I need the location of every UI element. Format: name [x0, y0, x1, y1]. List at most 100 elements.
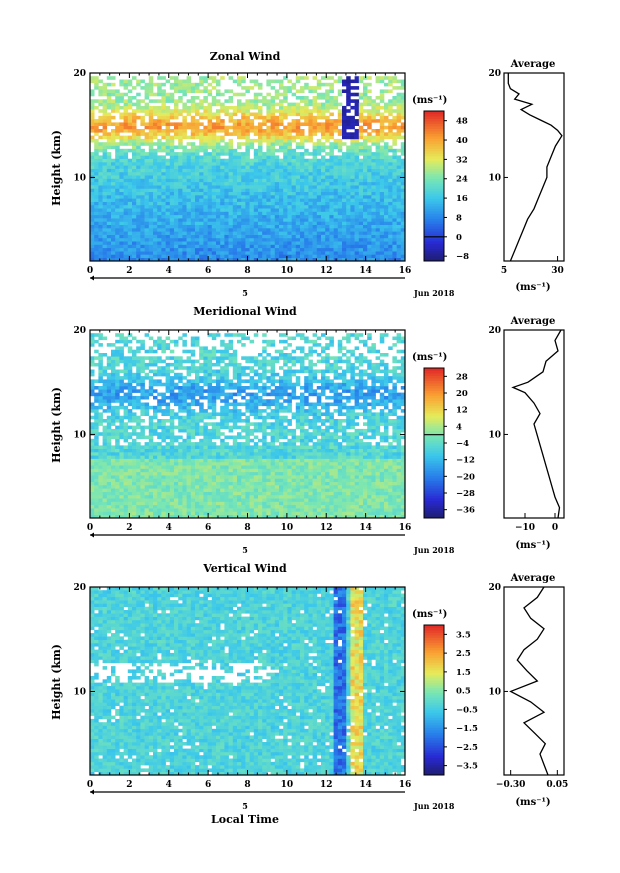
colorbar-segment: [424, 762, 444, 766]
colorbar-segment: [424, 710, 444, 713]
x-tick-label: 8: [244, 266, 250, 276]
colorbar-segment: [424, 755, 444, 758]
profile-x-label: (ms⁻¹): [515, 282, 550, 293]
y-axis-label: Height (km): [50, 130, 63, 206]
colorbar-segment: [424, 772, 444, 776]
colorbar-segment: [424, 178, 444, 182]
profile-x-tick-label: 0: [552, 523, 558, 533]
y-axis-label: Height (km): [50, 387, 63, 463]
colorbar-tick-label: 48: [456, 117, 468, 127]
profile-frame: [503, 72, 565, 262]
profile-line: [509, 586, 549, 776]
colorbar-segment: [424, 672, 444, 676]
colorbar-segment: [424, 498, 444, 501]
colorbar-segment: [424, 221, 444, 224]
colorbar-segment: [424, 253, 444, 257]
colorbar-segment: [424, 642, 444, 646]
colorbar-segment: [424, 692, 444, 696]
colorbar-segment: [424, 765, 444, 768]
colorbar-segment: [424, 473, 444, 476]
colorbar-segment: [424, 707, 444, 711]
colorbar-segment: [424, 680, 444, 683]
x-tick-label: 10: [281, 523, 294, 533]
colorbar-segment: [424, 500, 444, 504]
profile-y-tick-label: 20: [488, 326, 501, 336]
colorbar-segment: [424, 670, 444, 673]
x-tick-label: 12: [320, 780, 333, 790]
colorbar-segment: [424, 193, 444, 197]
colorbar-segment: [424, 705, 444, 708]
profile-x-tick-label: 5: [501, 266, 507, 276]
colorbar-segment: [424, 448, 444, 451]
colorbar-segment: [424, 418, 444, 421]
x-tick-label: 0: [87, 266, 93, 276]
colorbar-segment: [424, 153, 444, 157]
colorbar-segment: [424, 660, 444, 663]
colorbar-segment: [424, 700, 444, 703]
colorbar-segment: [424, 435, 444, 439]
x-tick-label: 6: [205, 780, 211, 790]
panel-vertical-wind: Vertical Wind Height (km) (ms⁻¹) 5 Jun 2…: [50, 562, 568, 811]
colorbar-segment: [424, 428, 444, 431]
colorbar-segment: [424, 241, 444, 244]
colorbar-segment: [424, 201, 444, 204]
x-tick-label: 16: [399, 780, 412, 790]
colorbar-segment: [424, 216, 444, 219]
date-label: Jun 2018: [413, 545, 455, 555]
colorbar-tick-label: −28: [456, 489, 475, 499]
panel-title: Zonal Wind: [210, 50, 281, 63]
colorbar-segment: [424, 143, 444, 147]
colorbar-segment: [424, 395, 444, 399]
colorbar-tick-label: −4: [456, 439, 469, 449]
x-tick-label: 4: [166, 266, 172, 276]
colorbar-segment: [424, 465, 444, 469]
x-tick-label: 2: [126, 523, 132, 533]
colorbar-segment: [424, 747, 444, 751]
colorbar-segment: [424, 248, 444, 252]
colorbar-segment: [424, 453, 444, 456]
colorbar-segment: [424, 438, 444, 441]
colorbar-segment: [424, 635, 444, 638]
date-label: Jun 2018: [413, 288, 455, 298]
colorbar-segment: [424, 385, 444, 389]
colorbar-segment: [424, 508, 444, 511]
colorbar-segment: [424, 400, 444, 404]
colorbar-segment: [424, 485, 444, 489]
colorbar-tick-label: 16: [456, 194, 468, 204]
colorbar-tick-label: −0.5: [456, 705, 478, 715]
colorbar-segment: [424, 410, 444, 414]
x-tick-label: 2: [126, 780, 132, 790]
colorbar-segment: [424, 233, 444, 237]
date-line-arrow: [90, 532, 94, 538]
colorbar-segment: [424, 722, 444, 726]
colorbar-segment: [424, 368, 444, 371]
colorbar-segment: [424, 483, 444, 486]
date-marker: 5: [242, 801, 248, 811]
colorbar-segment: [424, 378, 444, 381]
profile-x-tick-label: −0.30: [496, 780, 525, 790]
x-tick-label: 8: [244, 523, 250, 533]
colorbar-segment: [424, 136, 444, 139]
colorbar-segment: [424, 627, 444, 631]
profile-y-tick-label: 20: [488, 583, 501, 593]
date-marker: 5: [242, 288, 248, 298]
x-tick-label: 4: [166, 780, 172, 790]
colorbar-segment: [424, 413, 444, 416]
colorbar-segment: [424, 111, 444, 114]
colorbar-segment: [424, 445, 444, 449]
colorbar-segment: [424, 251, 444, 254]
colorbar-segment: [424, 757, 444, 761]
colorbar-segment: [424, 420, 444, 424]
colorbar-tick-label: 8: [456, 213, 462, 223]
colorbar-segment: [424, 380, 444, 384]
colorbar-tick-label: 0.5: [456, 687, 471, 697]
date-marker: 5: [242, 545, 248, 555]
colorbar-segment: [424, 243, 444, 247]
colorbar-segment: [424, 405, 444, 409]
colorbar-segment: [424, 373, 444, 376]
colorbar-segment: [424, 488, 444, 491]
panel-title: Vertical Wind: [202, 562, 287, 575]
colorbar-segment: [424, 760, 444, 763]
colorbar-segment: [424, 752, 444, 756]
